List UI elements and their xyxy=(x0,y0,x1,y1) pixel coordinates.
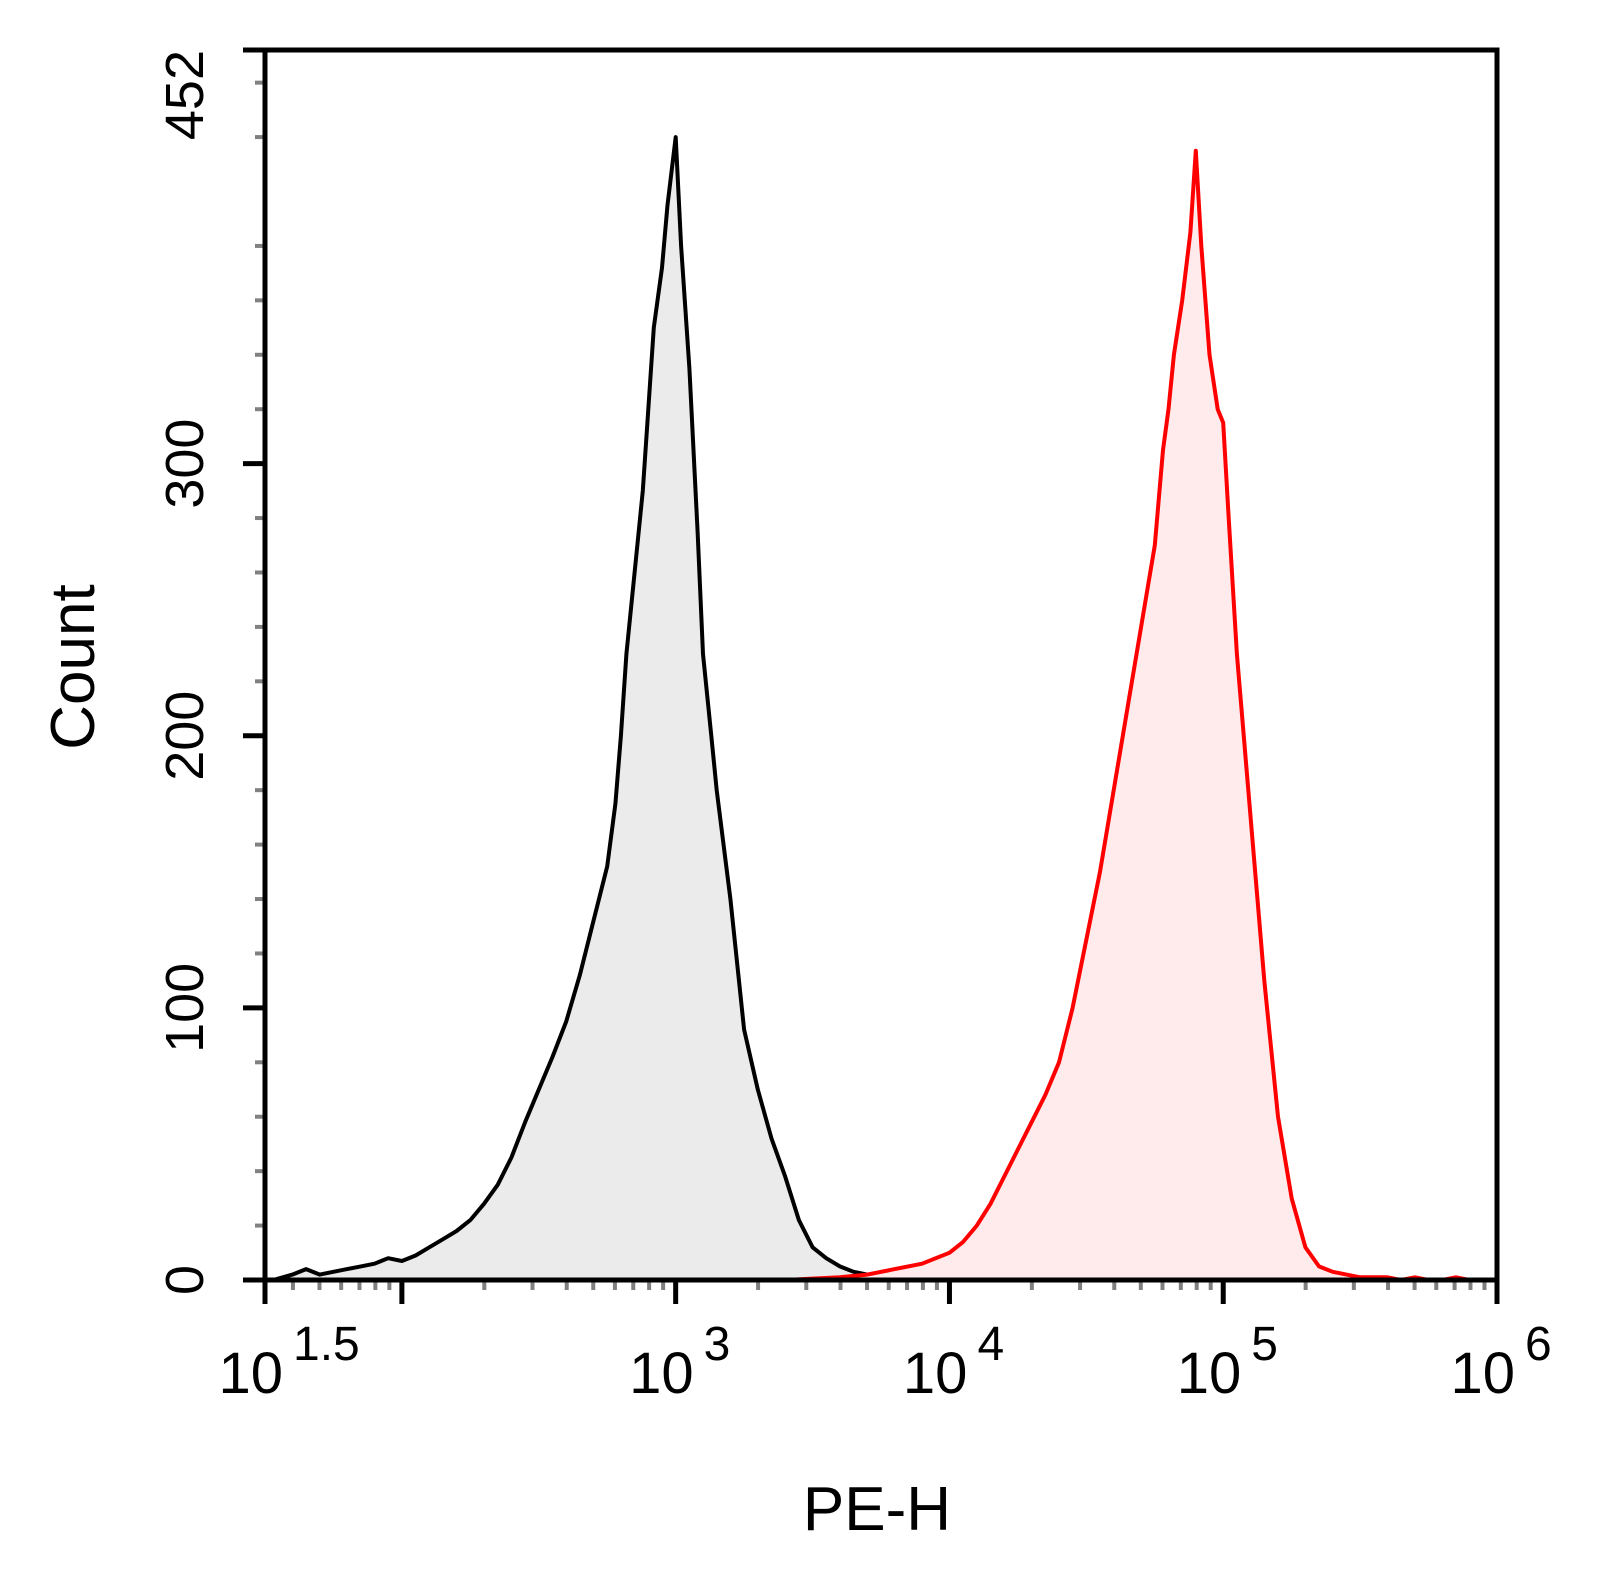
x-minor-ticks xyxy=(290,1280,1487,1290)
x-tick-exponent: 6 xyxy=(1525,1318,1552,1371)
x-tick-label: 10 5 xyxy=(1177,1318,1278,1406)
y-tick-label: 200 xyxy=(155,691,215,781)
x-tick-exponent: 3 xyxy=(704,1318,731,1371)
x-tick-base: 10 xyxy=(1450,1341,1515,1406)
series-line-stained xyxy=(675,148,1497,1282)
y-tick-label: 100 xyxy=(155,963,215,1053)
y-axis-label: Count xyxy=(39,584,108,749)
y-tick-label: 300 xyxy=(155,419,215,509)
series-fill-stained xyxy=(675,150,1497,1281)
y-tick-label: 452 xyxy=(155,50,215,140)
x-tick-base: 10 xyxy=(1177,1341,1242,1406)
x-tick-base: 10 xyxy=(629,1341,694,1406)
plot-area xyxy=(272,135,1497,1282)
x-tick-label: 10 3 xyxy=(629,1318,730,1406)
x-tick-label: 10 4 xyxy=(903,1318,1004,1406)
x-axis-label: PE-H xyxy=(803,1475,951,1544)
major-ticks xyxy=(243,47,1500,1304)
x-tick-exponent: 1.5 xyxy=(293,1318,360,1371)
x-tick-exponent: 5 xyxy=(1251,1318,1278,1371)
x-tick-base: 10 xyxy=(903,1341,968,1406)
x-tick-base: 10 xyxy=(218,1341,283,1406)
x-tick-label: 10 6 xyxy=(1450,1318,1551,1406)
series-line-control xyxy=(272,135,950,1282)
x-tick-exponent: 4 xyxy=(977,1318,1004,1371)
series-fill-control xyxy=(273,137,950,1281)
x-tick-labels: 10 1.5 10 3 10 4 10 5 10 6 xyxy=(218,1318,1551,1406)
x-tick-label: 10 1.5 xyxy=(218,1318,359,1406)
y-tick-labels: 0 100 200 300 452 xyxy=(155,50,215,1295)
plot-frame xyxy=(262,47,1500,1283)
y-tick-label: 0 xyxy=(155,1265,215,1295)
